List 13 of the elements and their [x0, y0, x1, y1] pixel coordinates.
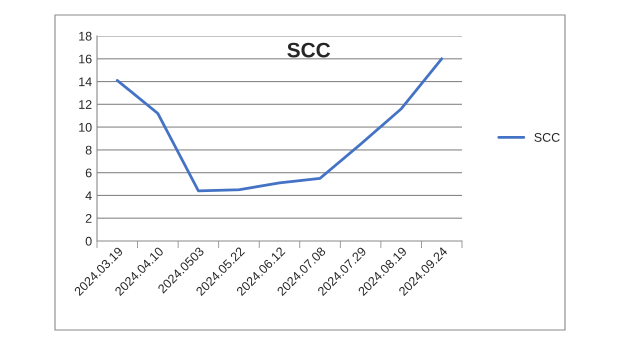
- y-tick-label: 8: [86, 146, 92, 155]
- legend-label: SCC: [534, 133, 560, 142]
- y-tick-label: 6: [86, 168, 92, 178]
- y-tick-label: 10: [79, 122, 92, 132]
- chart-title: SCC: [287, 42, 330, 58]
- y-tick-label: 4: [85, 191, 92, 200]
- line-series: [116, 57, 444, 192]
- y-tick-label: 0: [86, 236, 92, 246]
- y-tick-label: 16: [79, 54, 92, 64]
- y-tick-label: 12: [79, 100, 92, 109]
- y-tick-label: 18: [79, 32, 92, 41]
- y-tick-label: 14: [79, 77, 92, 86]
- y-tick-label: 2: [86, 214, 92, 223]
